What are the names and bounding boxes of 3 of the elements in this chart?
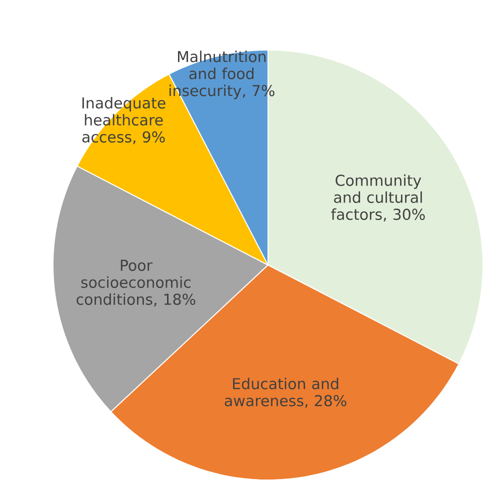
slice-label: Community and cultural factors, 30% bbox=[330, 174, 425, 222]
slice-label: Education and awareness, 28% bbox=[224, 378, 346, 408]
slice-label: Poor socioeconomic conditions, 18% bbox=[76, 260, 196, 306]
